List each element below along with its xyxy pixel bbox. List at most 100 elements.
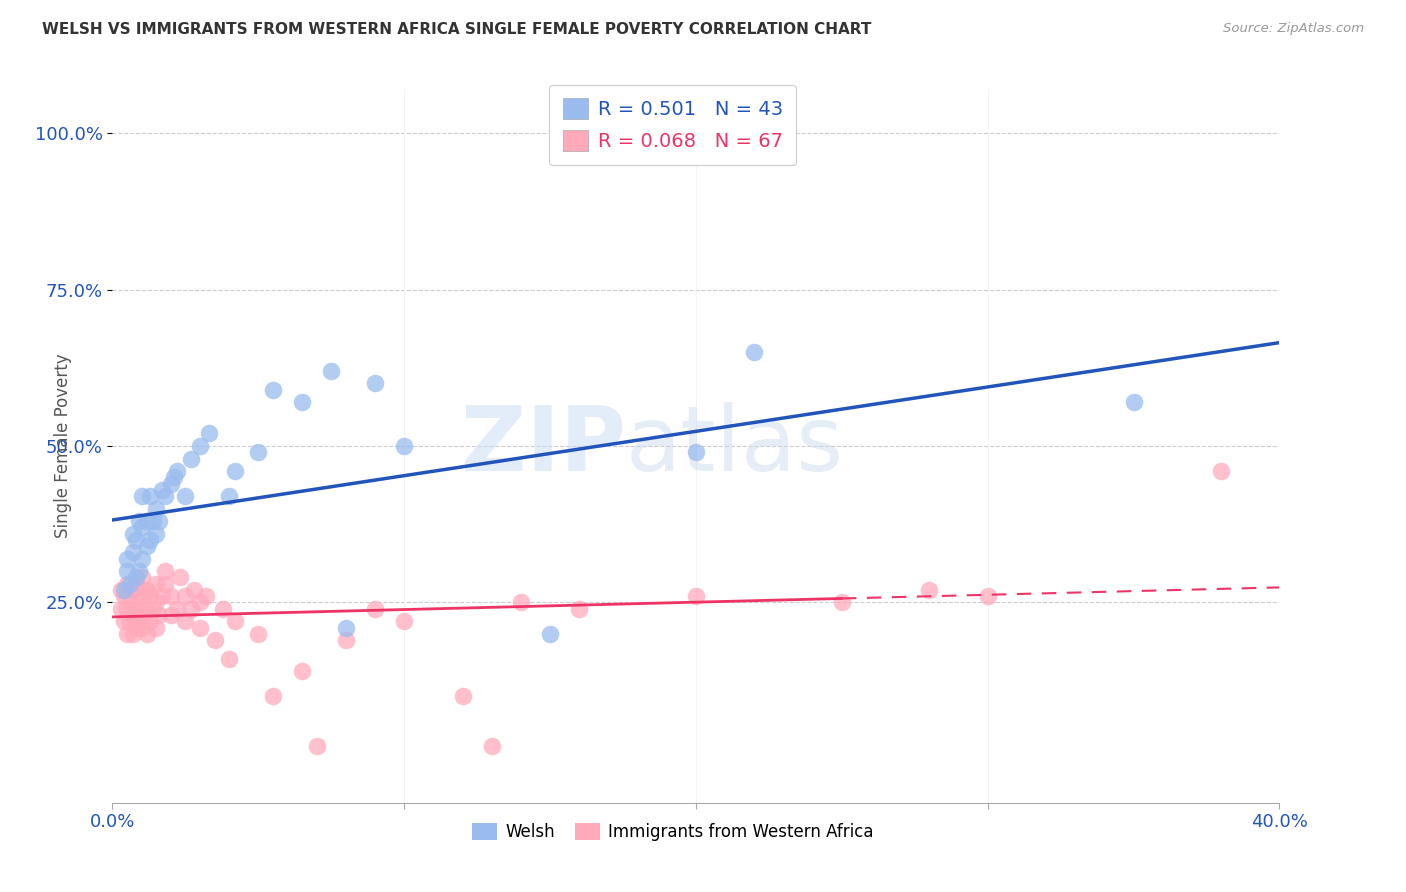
Point (166, 464, 188, 478)
Point (122, 627, 145, 641)
Point (153, 564, 176, 578)
Point (509, 595, 531, 609)
Point (174, 489, 197, 503)
Point (150, 589, 173, 603)
Point (115, 576, 138, 591)
Point (134, 607, 156, 622)
Point (918, 582, 941, 597)
Point (131, 601, 153, 615)
Point (122, 607, 145, 622)
Point (115, 551, 138, 566)
Point (568, 601, 591, 615)
Point (139, 614, 162, 628)
Point (131, 589, 153, 603)
Point (136, 514, 159, 528)
Point (163, 470, 186, 484)
Point (364, 376, 387, 391)
Point (145, 576, 167, 591)
Point (160, 589, 183, 603)
Point (122, 582, 145, 597)
Point (321, 364, 343, 378)
Point (153, 489, 176, 503)
Point (153, 576, 176, 591)
Point (685, 589, 707, 603)
Point (136, 539, 159, 553)
Point (139, 489, 162, 503)
Point (180, 451, 202, 466)
Point (118, 595, 141, 609)
Point (976, 589, 998, 603)
Point (122, 545, 145, 559)
Point (451, 690, 474, 704)
Point (128, 614, 150, 628)
Point (188, 439, 211, 453)
Point (150, 483, 173, 497)
Point (180, 601, 202, 615)
Point (831, 595, 853, 609)
Point (160, 607, 183, 622)
Point (131, 520, 153, 534)
Point (247, 445, 270, 459)
Point (139, 589, 162, 603)
Point (335, 633, 357, 648)
Point (145, 501, 167, 516)
Point (305, 739, 328, 754)
Point (118, 614, 141, 628)
Point (125, 533, 148, 547)
Point (128, 564, 150, 578)
Legend: Welsh, Immigrants from Western Africa: Welsh, Immigrants from Western Africa (465, 816, 880, 848)
Point (247, 627, 270, 641)
Text: WELSH VS IMMIGRANTS FROM WESTERN AFRICA SINGLE FEMALE POVERTY CORRELATION CHART: WELSH VS IMMIGRANTS FROM WESTERN AFRICA … (42, 22, 872, 37)
Point (125, 570, 148, 584)
Point (136, 627, 159, 641)
Point (125, 621, 148, 635)
Point (115, 564, 138, 578)
Point (128, 514, 150, 528)
Point (169, 570, 191, 584)
Point (335, 621, 357, 635)
Point (204, 633, 226, 648)
Point (122, 526, 145, 541)
Point (212, 601, 235, 615)
Point (742, 345, 765, 359)
Point (188, 595, 211, 609)
Point (128, 589, 150, 603)
Point (148, 514, 170, 528)
Point (145, 526, 167, 541)
Point (115, 601, 138, 615)
Point (145, 595, 167, 609)
Point (110, 582, 132, 597)
Point (481, 739, 503, 754)
Point (136, 601, 159, 615)
Point (148, 607, 170, 622)
Point (188, 621, 211, 635)
Point (183, 582, 205, 597)
Point (142, 514, 165, 528)
Point (1122, 395, 1144, 409)
Point (194, 589, 217, 603)
Point (134, 582, 156, 597)
Text: atlas: atlas (626, 402, 844, 490)
Point (136, 582, 159, 597)
Point (224, 614, 246, 628)
Point (1209, 464, 1232, 478)
Point (291, 395, 314, 409)
Point (166, 601, 188, 615)
Text: Source: ZipAtlas.com: Source: ZipAtlas.com (1223, 22, 1364, 36)
Point (125, 576, 148, 591)
Text: ZIP: ZIP (461, 402, 626, 490)
Point (364, 601, 387, 615)
Point (262, 383, 284, 397)
Point (538, 627, 561, 641)
Point (394, 439, 416, 453)
Point (115, 627, 138, 641)
Point (125, 601, 148, 615)
Point (218, 652, 240, 666)
Text: Single Female Poverty: Single Female Poverty (55, 354, 72, 538)
Point (131, 551, 153, 566)
Point (291, 665, 314, 679)
Point (218, 489, 240, 503)
Point (112, 589, 135, 603)
Point (142, 601, 165, 615)
Point (131, 570, 153, 584)
